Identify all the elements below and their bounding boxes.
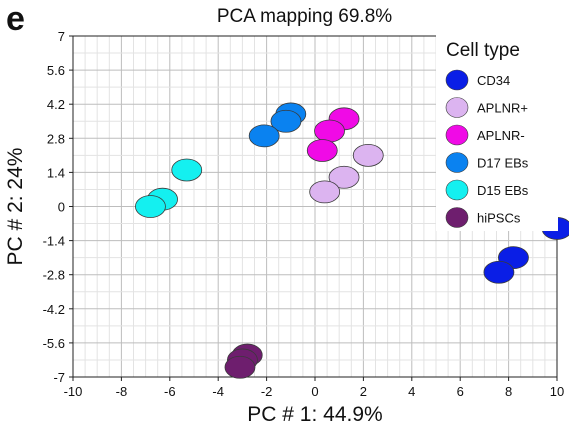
legend-swatch bbox=[445, 207, 469, 228]
data-point bbox=[328, 165, 360, 189]
data-point bbox=[270, 109, 302, 133]
legend-title: Cell type bbox=[446, 40, 520, 61]
y-tick-label: 1.4 bbox=[47, 165, 65, 180]
y-tick-label: -4.2 bbox=[43, 302, 65, 317]
data-point bbox=[314, 119, 345, 143]
x-tick-label: -2 bbox=[261, 384, 273, 399]
y-tick-label: 4.2 bbox=[47, 97, 65, 112]
y-axis-title: PC # 2: 24% bbox=[4, 148, 27, 266]
x-tick-label: 10 bbox=[550, 384, 564, 399]
legend-label: APLNR- bbox=[477, 128, 525, 143]
y-tick-label: 2.8 bbox=[47, 131, 65, 146]
y-tick-label: -2.8 bbox=[43, 268, 65, 283]
y-tick-label: -5.6 bbox=[43, 336, 65, 351]
x-tick-label: 2 bbox=[360, 384, 367, 399]
data-point bbox=[248, 124, 280, 148]
legend-label: APLNR+ bbox=[477, 101, 528, 116]
legend-label: D17 EBs bbox=[477, 156, 529, 171]
legend-swatch bbox=[445, 152, 469, 173]
y-tick-label: 5.6 bbox=[47, 63, 65, 78]
legend-swatch bbox=[445, 97, 469, 118]
legend-swatch bbox=[445, 179, 469, 201]
y-tick-label: 7 bbox=[58, 29, 65, 44]
x-tick-label: -4 bbox=[212, 384, 224, 399]
y-tick-label: -1.4 bbox=[43, 234, 65, 249]
legend-label: CD34 bbox=[477, 73, 510, 88]
legend-swatch bbox=[445, 124, 469, 146]
data-point bbox=[309, 180, 341, 204]
x-axis-title: PC # 1: 44.9% bbox=[247, 403, 382, 426]
x-tick-label: -6 bbox=[164, 384, 176, 399]
legend-swatch bbox=[445, 69, 469, 91]
x-tick-label: -10 bbox=[64, 384, 83, 399]
x-tick-label: 6 bbox=[457, 384, 464, 399]
data-point bbox=[483, 260, 515, 284]
x-tick-label: 0 bbox=[311, 384, 318, 399]
x-tick-label: -8 bbox=[116, 384, 128, 399]
data-point bbox=[171, 158, 203, 182]
legend-label: D15 EBs bbox=[477, 183, 529, 198]
data-point bbox=[224, 355, 256, 379]
data-point bbox=[306, 139, 338, 162]
panel-label: e bbox=[6, 0, 25, 38]
legend-label: hiPSCs bbox=[477, 211, 521, 226]
y-tick-label: 0 bbox=[58, 200, 65, 215]
data-point bbox=[135, 195, 166, 218]
x-tick-label: 4 bbox=[408, 384, 415, 399]
data-point bbox=[352, 143, 384, 167]
x-tick-label: 8 bbox=[505, 384, 512, 399]
chart-title: PCA mapping 69.8% bbox=[216, 6, 393, 27]
legend: Cell type CD34 APLNR+ APLNR- D17 EBs D15 EBs h… bbox=[436, 34, 558, 231]
y-tick-label: -7 bbox=[53, 370, 65, 385]
